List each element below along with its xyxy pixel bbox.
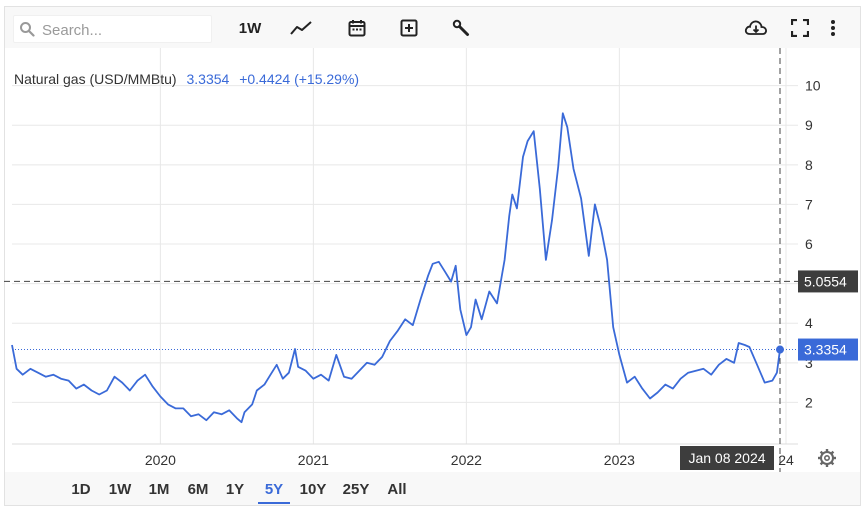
x-tick-label: 24	[778, 452, 794, 468]
interval-button[interactable]: 1W	[238, 19, 262, 37]
search-input[interactable]	[40, 19, 209, 41]
y-tick-label: 2	[805, 394, 813, 410]
y-tick-label: 9	[805, 117, 813, 133]
x-tick-label: 2022	[451, 452, 482, 468]
current-price: 3.3354	[186, 71, 229, 87]
cloud-download-icon[interactable]	[741, 15, 771, 41]
range-button-10y[interactable]: 10Y	[299, 481, 327, 498]
range-selector-bar	[4, 472, 861, 506]
more-vert-icon[interactable]	[823, 15, 843, 41]
fullscreen-icon[interactable]	[785, 15, 815, 41]
y-axis: 2345678910	[805, 78, 821, 411]
settings-gear-icon[interactable]	[818, 449, 836, 467]
chart-header: Natural gas (USD/MMBtu) 3.3354 +0.4424 (…	[14, 71, 359, 87]
y-tick-label: 10	[805, 78, 821, 94]
last-point-marker	[776, 345, 784, 354]
last-price-label: 3.3354	[804, 342, 847, 358]
range-button-1m[interactable]: 1M	[148, 481, 170, 498]
crosshair-date-label: Jan 08 2024	[688, 450, 765, 466]
gridlines	[12, 48, 798, 445]
chart-toolbar: 1W	[4, 6, 861, 48]
crosshair-date-label-bg	[680, 446, 774, 470]
series-line	[11, 112, 781, 424]
last-price-label-bg	[798, 338, 858, 361]
add-box-icon[interactable]	[395, 15, 423, 41]
line-chart-icon[interactable]	[287, 15, 315, 41]
chart-widget	[4, 6, 861, 506]
x-tick-label: 2023	[604, 452, 635, 468]
range-button-1d[interactable]: 1D	[71, 481, 91, 498]
range-button-25y[interactable]: 25Y	[342, 481, 370, 498]
calendar-icon[interactable]	[343, 15, 371, 41]
y-tick-label: 8	[805, 157, 813, 173]
x-tick-label: 2021	[298, 452, 329, 468]
range-button-all[interactable]: All	[387, 481, 407, 498]
range-button-6m[interactable]: 6M	[187, 481, 209, 498]
price-change: +0.4424 (+15.29%)	[239, 71, 359, 87]
instrument-name: Natural gas (USD/MMBtu)	[14, 71, 177, 87]
wrench-icon[interactable]	[447, 15, 475, 41]
crosshair-price-label: 5.0554	[804, 273, 847, 289]
search-box[interactable]	[13, 15, 212, 43]
range-button-1w[interactable]: 1W	[108, 481, 132, 498]
x-axis: 2020 2021 2022 2023 24	[145, 452, 794, 468]
x-tick-label: 2020	[145, 452, 176, 468]
search-icon	[20, 22, 35, 37]
range-button-1y[interactable]: 1Y	[225, 481, 245, 498]
crosshair-price-label-bg	[798, 270, 858, 293]
y-tick-label: 7	[805, 196, 813, 212]
range-button-5y[interactable]: 5Y	[258, 476, 290, 504]
y-tick-label: 6	[805, 236, 813, 252]
y-tick-label: 4	[805, 315, 813, 331]
y-tick-label: 3	[805, 355, 813, 371]
